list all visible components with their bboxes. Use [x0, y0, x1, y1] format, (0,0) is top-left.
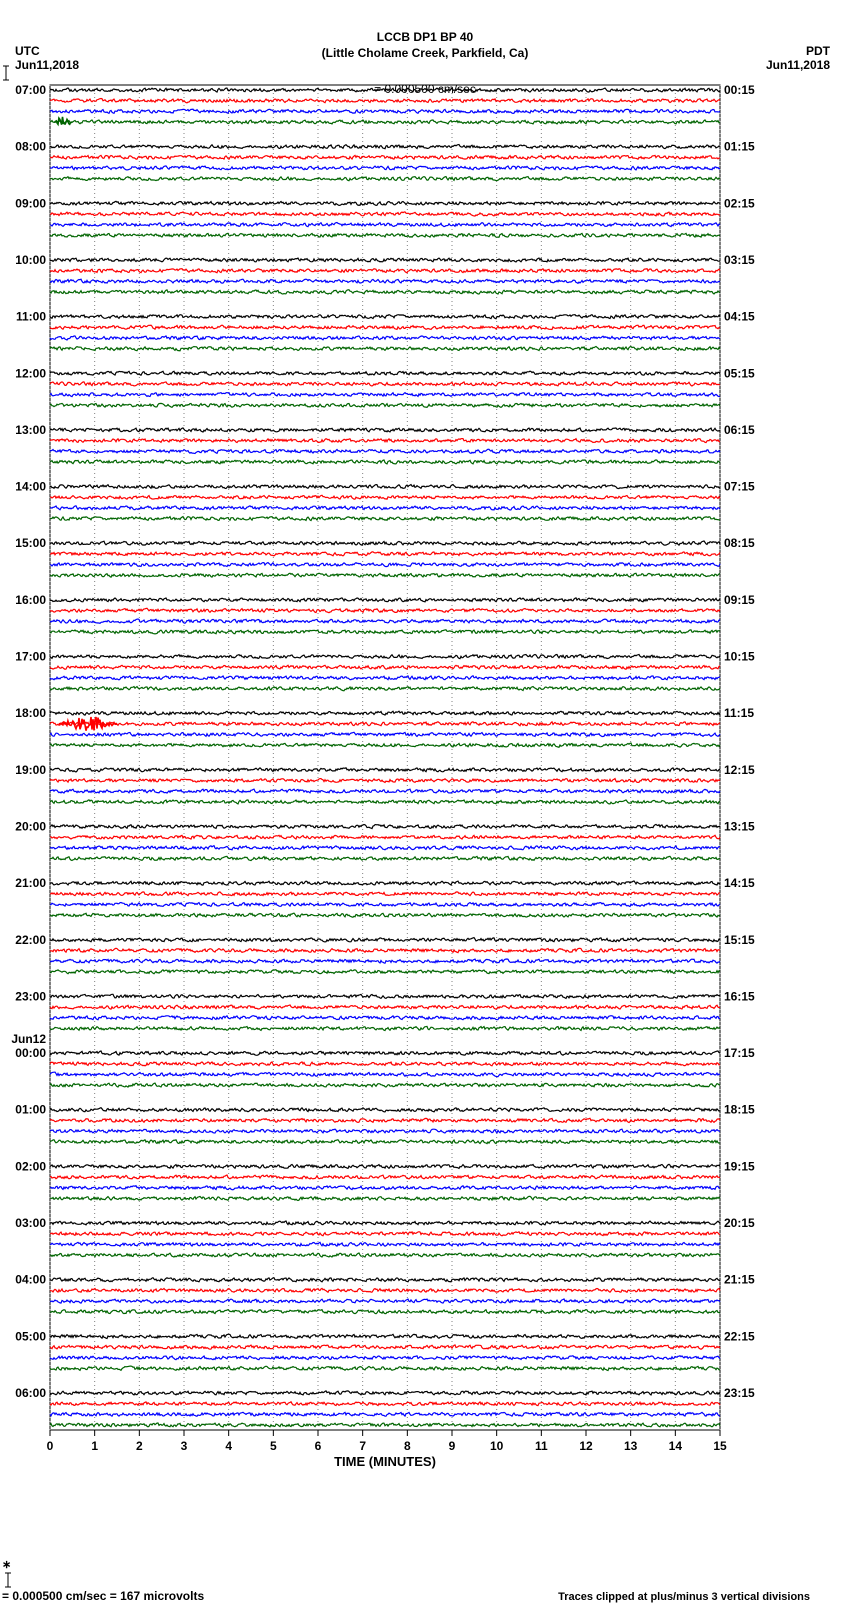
- svg-text:06:15: 06:15: [724, 423, 755, 437]
- svg-text:16:00: 16:00: [15, 593, 46, 607]
- svg-text:04:15: 04:15: [724, 310, 755, 324]
- svg-text:17:15: 17:15: [724, 1046, 755, 1060]
- svg-text:7: 7: [359, 1439, 366, 1453]
- svg-text:01:00: 01:00: [15, 1103, 46, 1117]
- svg-text:0: 0: [47, 1439, 54, 1453]
- svg-text:8: 8: [404, 1439, 411, 1453]
- svg-text:11:15: 11:15: [724, 706, 754, 720]
- svg-text:6: 6: [315, 1439, 322, 1453]
- svg-text:23:00: 23:00: [15, 989, 46, 1003]
- svg-text:08:15: 08:15: [724, 536, 755, 550]
- svg-text:21:00: 21:00: [15, 876, 46, 890]
- svg-text:22:00: 22:00: [15, 933, 46, 947]
- svg-text:17:00: 17:00: [15, 650, 46, 664]
- svg-text:01:15: 01:15: [724, 140, 755, 154]
- svg-text:15:00: 15:00: [15, 536, 46, 550]
- svg-text:10: 10: [490, 1439, 504, 1453]
- svg-text:03:15: 03:15: [724, 253, 755, 267]
- svg-text:4: 4: [225, 1439, 232, 1453]
- svg-text:19:00: 19:00: [15, 763, 46, 777]
- svg-text:16:15: 16:15: [724, 989, 755, 1003]
- svg-text:22:15: 22:15: [724, 1329, 755, 1343]
- svg-text:13: 13: [624, 1439, 638, 1453]
- svg-text:Jun12: Jun12: [11, 1032, 46, 1046]
- svg-text:00:15: 00:15: [724, 83, 755, 97]
- svg-text:15:15: 15:15: [724, 933, 755, 947]
- svg-text:10:15: 10:15: [724, 650, 755, 664]
- svg-text:20:15: 20:15: [724, 1216, 755, 1230]
- svg-text:05:00: 05:00: [15, 1329, 46, 1343]
- svg-text:18:00: 18:00: [15, 706, 46, 720]
- svg-text:05:15: 05:15: [724, 366, 755, 380]
- svg-text:18:15: 18:15: [724, 1103, 755, 1117]
- svg-text:5: 5: [270, 1439, 277, 1453]
- svg-text:14:00: 14:00: [15, 480, 46, 494]
- svg-text:21:15: 21:15: [724, 1273, 755, 1287]
- svg-text:23:15: 23:15: [724, 1386, 755, 1400]
- svg-text:12:00: 12:00: [15, 366, 46, 380]
- svg-text:15: 15: [713, 1439, 727, 1453]
- svg-text:14:15: 14:15: [724, 876, 755, 890]
- svg-text:2: 2: [136, 1439, 143, 1453]
- svg-text:13:15: 13:15: [724, 819, 755, 833]
- svg-text:02:15: 02:15: [724, 196, 755, 210]
- svg-text:02:00: 02:00: [15, 1159, 46, 1173]
- svg-text:00:00: 00:00: [15, 1046, 46, 1060]
- svg-text:3: 3: [181, 1439, 188, 1453]
- svg-text:12: 12: [579, 1439, 593, 1453]
- svg-text:04:00: 04:00: [15, 1273, 46, 1287]
- svg-text:07:00: 07:00: [15, 83, 46, 97]
- svg-text:1: 1: [91, 1439, 98, 1453]
- svg-text:19:15: 19:15: [724, 1159, 755, 1173]
- svg-text:11:00: 11:00: [16, 310, 46, 324]
- svg-text:09:00: 09:00: [15, 196, 46, 210]
- svg-text:20:00: 20:00: [15, 819, 46, 833]
- svg-text:10:00: 10:00: [15, 253, 46, 267]
- svg-text:13:00: 13:00: [15, 423, 46, 437]
- svg-text:9: 9: [449, 1439, 456, 1453]
- svg-text:12:15: 12:15: [724, 763, 755, 777]
- svg-text:07:15: 07:15: [724, 480, 755, 494]
- svg-text:03:00: 03:00: [15, 1216, 46, 1230]
- svg-text:06:00: 06:00: [15, 1386, 46, 1400]
- svg-text:TIME (MINUTES): TIME (MINUTES): [334, 1454, 436, 1469]
- svg-text:08:00: 08:00: [15, 140, 46, 154]
- svg-text:09:15: 09:15: [724, 593, 755, 607]
- footer-left: ∗ = 0.000500 cm/sec = 167 microvolts: [2, 1557, 204, 1603]
- svg-text:14: 14: [669, 1439, 683, 1453]
- footer-right: Traces clipped at plus/minus 3 vertical …: [558, 1591, 810, 1603]
- svg-text:11: 11: [535, 1439, 548, 1453]
